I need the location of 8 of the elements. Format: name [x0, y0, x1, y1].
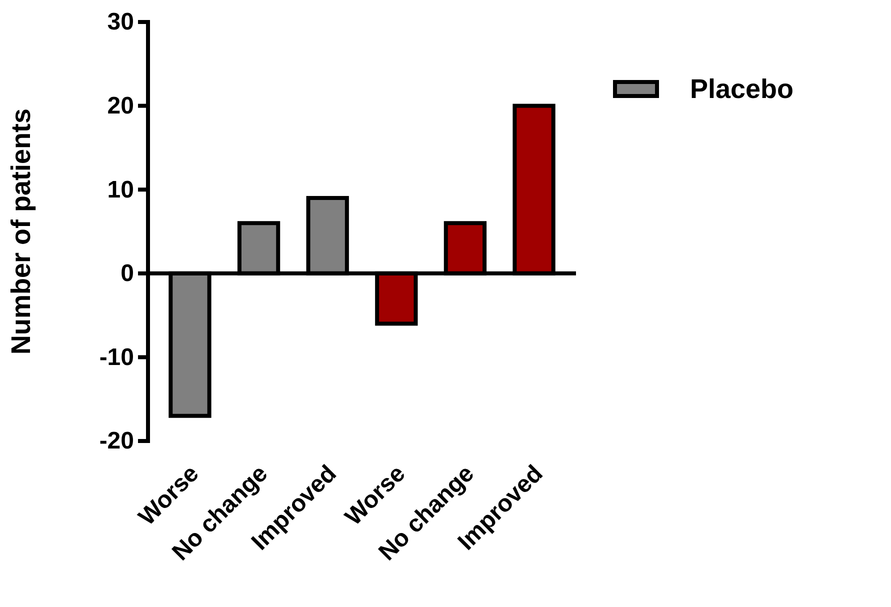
y-tick-label: -10: [99, 344, 134, 371]
y-tick-label: 20: [107, 92, 134, 120]
y-tick-label: 0: [120, 260, 134, 288]
y-tick-label: 30: [107, 8, 134, 36]
legend-label: Placebo: [690, 74, 794, 104]
y-tick-label: -20: [99, 428, 134, 455]
y-axis-title: Number of patients: [6, 108, 36, 355]
y-tick-label: 10: [107, 176, 134, 204]
